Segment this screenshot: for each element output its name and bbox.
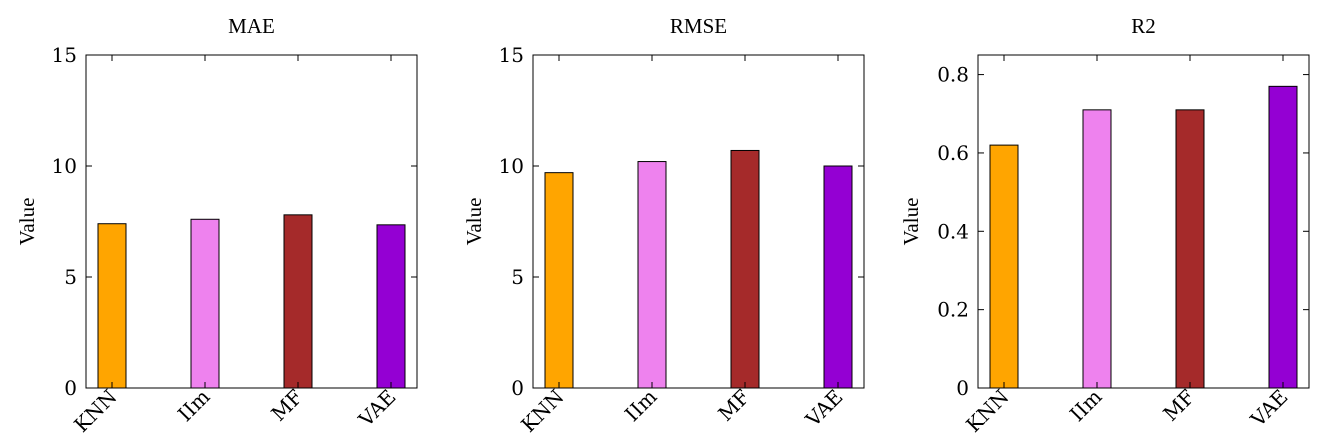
y-tick-label: 0: [64, 376, 77, 400]
y-axis-title: Value: [15, 198, 39, 246]
bar-vae: [823, 165, 853, 389]
chart-panel-1: 0 5 10 15 KNN IIm MF VAE RMSE Value: [462, 14, 865, 437]
y-axis-title: Value: [899, 198, 923, 246]
bar-knn: [97, 223, 127, 389]
bar-vae: [376, 224, 406, 389]
x-tick-label-vae: VAE: [353, 385, 400, 432]
x-tick-label-knn: KNN: [961, 385, 1013, 437]
bar-mf: [1175, 109, 1205, 389]
x-tick-label-iim: IIm: [1065, 385, 1107, 427]
bar-knn: [989, 144, 1019, 389]
chart-title: RMSE: [670, 14, 727, 38]
x-tick-label-iim: IIm: [620, 385, 662, 427]
y-tick-label: 5: [64, 265, 77, 289]
bar-mf: [283, 214, 313, 389]
y-tick-label: 10: [52, 154, 77, 178]
plot-frame: [85, 54, 418, 389]
y-tick-label: 15: [499, 43, 524, 67]
x-tick-label-mf: MF: [266, 384, 307, 425]
y-axis-title: Value: [462, 198, 486, 246]
y-tick-label: 0.2: [937, 298, 969, 322]
y-tick-label: 0.8: [937, 63, 969, 87]
x-tick-label-vae: VAE: [800, 385, 847, 432]
y-tick-label: 0.6: [937, 141, 969, 165]
y-tick-label: 5: [511, 265, 524, 289]
y-tick-label: 0: [956, 376, 969, 400]
x-tick-label-mf: MF: [713, 384, 754, 425]
chart-title: R2: [1131, 14, 1156, 38]
y-tick-label: 0: [511, 376, 524, 400]
y-tick-label: 15: [52, 43, 77, 67]
bar-vae: [1268, 85, 1298, 389]
y-tick-label: 10: [499, 154, 524, 178]
bar-knn: [544, 172, 574, 389]
bar-mf: [730, 149, 760, 389]
x-tick-label-vae: VAE: [1245, 385, 1292, 432]
x-tick-label-knn: KNN: [516, 385, 568, 437]
bar-iim: [637, 161, 667, 389]
plot-frame: [532, 54, 865, 389]
chart-panel-2: 0 0.2 0.4 0.6 0.8 KNN IIm MF VAE R2 Value: [899, 14, 1310, 437]
y-tick-label: 0.4: [937, 219, 969, 243]
chart-title: MAE: [228, 14, 275, 38]
x-tick-label-knn: KNN: [69, 385, 121, 437]
bar-iim: [1082, 109, 1112, 389]
x-tick-label-iim: IIm: [173, 385, 215, 427]
bar-iim: [190, 218, 220, 389]
plot-frame: [977, 54, 1310, 389]
chart-panel-0: 0 5 10 15 KNN IIm MF VAE MAE Value: [15, 14, 418, 437]
x-tick-label-mf: MF: [1158, 384, 1199, 425]
